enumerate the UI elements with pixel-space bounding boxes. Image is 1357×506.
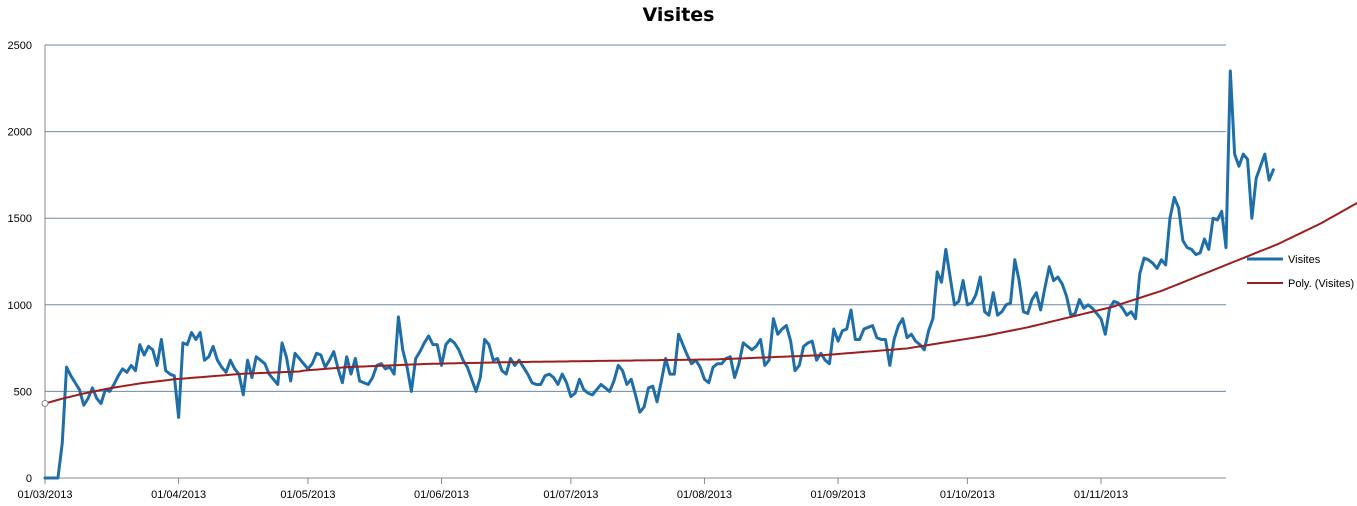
y-tick-label: 1000 [8, 300, 32, 312]
legend: Visites Poly. (Visites) [1247, 254, 1354, 290]
x-tick-label: 01/10/2013 [940, 489, 995, 501]
series-line-trend [44, 201, 1357, 405]
legend-label: Poly. (Visites) [1288, 278, 1354, 290]
trend-endpoint-marker [41, 400, 49, 408]
x-tick-label: 01/03/2013 [17, 489, 72, 501]
y-tick-label: 0 [26, 473, 32, 485]
series-lines [41, 69, 1357, 480]
gridlines [45, 44, 1226, 392]
axes [44, 45, 1226, 484]
y-tick-label: 500 [14, 386, 32, 398]
legend-label: Visites [1288, 254, 1321, 266]
tick-labels: 0 500 1000 1500 2000 2500 01/03/2013 01/04/2013… [8, 40, 1129, 501]
y-tick-label: 2000 [8, 127, 32, 139]
x-tick-label: 01/11/2013 [1074, 489, 1128, 501]
x-tick-label: 01/09/2013 [811, 489, 866, 501]
y-tick-label: 2500 [8, 40, 32, 52]
x-tick-label: 01/06/2013 [414, 489, 469, 501]
chart-title: Visites [642, 4, 715, 26]
x-tick-label: 01/08/2013 [677, 489, 732, 501]
x-tick-label: 01/07/2013 [543, 489, 598, 501]
y-tick-label: 1500 [8, 213, 32, 225]
x-tick-label: 01/04/2013 [151, 489, 206, 501]
x-tick-label: 01/05/2013 [280, 489, 335, 501]
series-line-visites [43, 69, 1275, 480]
